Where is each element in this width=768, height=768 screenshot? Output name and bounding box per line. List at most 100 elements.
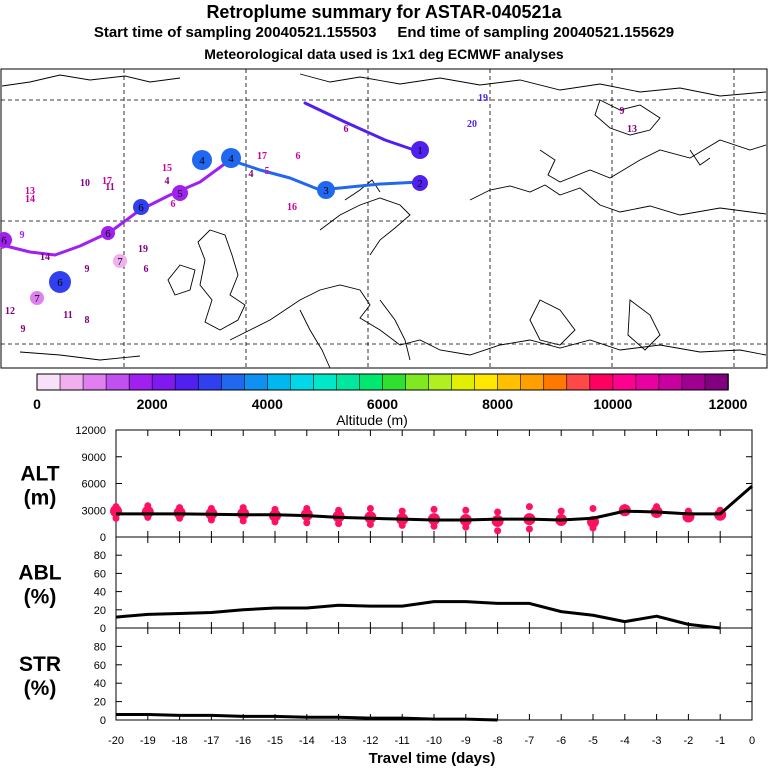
trajectory-marker-label: 6 xyxy=(57,277,63,289)
trajectory-marker xyxy=(49,271,71,293)
met-data-line: Meteorological data used is 1x1 deg ECMW… xyxy=(204,46,564,62)
cluster-point xyxy=(335,520,343,528)
colorbar-cell xyxy=(220,373,246,391)
y-tick-label: 0 xyxy=(100,715,106,727)
colorbar-cell xyxy=(313,373,338,391)
cluster-point xyxy=(271,518,279,526)
x-axis-title: Travel time (days) xyxy=(369,750,496,767)
cluster-point xyxy=(589,504,597,512)
cluster-label: 9 xyxy=(21,324,26,335)
colorbar-cell xyxy=(543,373,568,391)
x-tick-label: -4 xyxy=(620,735,630,747)
chart-title: Retroplume summary for ASTAR-040521a xyxy=(206,2,562,22)
cluster-point xyxy=(557,507,565,515)
trajectory-marker-label: 6 xyxy=(138,202,144,214)
x-tick-label: -14 xyxy=(299,735,315,747)
colorbar-cells xyxy=(36,373,729,391)
colorbar-cell xyxy=(382,373,407,391)
panel-ylabel: STR xyxy=(19,653,61,676)
x-tick-label: -3 xyxy=(652,735,662,747)
cluster-point xyxy=(398,521,406,529)
x-tick-label: -1 xyxy=(715,735,725,747)
y-tick-label: 20 xyxy=(94,697,106,709)
cluster-point xyxy=(430,505,438,513)
colorbar-tick-labels: 0 2000 4000 6000 8000 10000 12000 xyxy=(33,396,748,412)
cluster-label: 9 xyxy=(85,264,90,275)
colorbar-tick-label: 10000 xyxy=(593,396,632,412)
cluster-label: 4 xyxy=(165,176,170,187)
colorbar-cell xyxy=(174,373,200,391)
x-tick-label: -17 xyxy=(203,735,219,747)
y-tick-label: 3000 xyxy=(82,505,106,517)
x-tick-label: -9 xyxy=(461,735,471,747)
x-tick-label: -6 xyxy=(556,735,566,747)
y-tick-label: 20 xyxy=(94,605,106,617)
trajectory-marker-label: 4 xyxy=(199,155,205,167)
coastlines xyxy=(1,73,767,369)
trajectory-marker-label: 1 xyxy=(417,145,423,157)
x-tick-label: -15 xyxy=(267,735,283,747)
trajectory-marker xyxy=(30,291,44,305)
x-tick-label: -10 xyxy=(426,735,442,747)
cluster-label: 6 xyxy=(296,151,301,162)
x-tick-label: 0 xyxy=(749,735,755,747)
trajectory-marker-label: 6 xyxy=(1,235,7,247)
cluster-label: 14 xyxy=(25,194,35,205)
colorbar-cell xyxy=(151,373,177,391)
colorbar-frame xyxy=(36,373,729,391)
y-tick-label: 80 xyxy=(94,550,106,562)
colorbar-cell xyxy=(658,373,683,391)
cluster-label: 20 xyxy=(467,119,477,130)
cluster-label: 17 xyxy=(257,151,267,162)
trajectory-marker-label: 7 xyxy=(117,256,123,268)
colorbar-cell xyxy=(612,373,637,391)
cluster-label: 11 xyxy=(63,310,72,321)
sampling-time-line: Start time of sampling 20040521.155503 E… xyxy=(93,24,675,41)
colorbar-cell xyxy=(290,373,315,391)
cluster-point xyxy=(525,503,533,511)
cluster-point xyxy=(462,506,470,514)
trajectory-marker xyxy=(101,226,115,240)
y-tick-label: 9000 xyxy=(82,452,106,464)
trajectory-marker-label: 5 xyxy=(177,188,183,200)
cluster-point xyxy=(303,519,311,527)
trajectory-marker xyxy=(411,141,429,159)
cluster-point xyxy=(494,508,502,516)
colorbar-cell xyxy=(359,373,384,391)
panel-abl: 0 20 40 60 80 ABL(%) xyxy=(18,536,753,635)
cluster-point xyxy=(462,523,470,531)
x-tick-label: -8 xyxy=(493,735,503,747)
panel-ylabel: ABL xyxy=(18,562,61,585)
cluster-point xyxy=(112,514,120,522)
y-tick-label: 6000 xyxy=(82,479,106,491)
travel-time-axis: Travel time (days) -20 -19 -18 -17 -16 -15 -14… xyxy=(108,735,755,767)
panel-ylabel: ALT xyxy=(20,463,59,486)
trajectory-marker xyxy=(113,254,127,268)
series-line xyxy=(115,600,721,630)
colorbar-cell xyxy=(428,373,453,391)
cluster-label: 10 xyxy=(80,178,90,189)
trajectory-marker xyxy=(192,150,212,170)
cluster-label: 19 xyxy=(478,93,488,104)
trajectory-marker xyxy=(412,175,428,191)
y-tick-label: 0 xyxy=(100,532,106,544)
y-tick-label: 40 xyxy=(94,678,106,690)
cluster-label: 14 xyxy=(40,252,50,263)
x-tick-label: -18 xyxy=(172,735,188,747)
trajectory-marker xyxy=(221,148,241,168)
cluster-label: 11 xyxy=(105,182,114,193)
colorbar-cell xyxy=(105,373,130,391)
colorbar-cell xyxy=(589,373,614,391)
cluster-label: 6 xyxy=(344,124,349,135)
cluster-label: 13 xyxy=(25,186,35,197)
x-tick-label: -16 xyxy=(235,735,251,747)
colorbar-cell xyxy=(635,373,660,391)
panel-ylabel-unit: (%) xyxy=(24,586,57,609)
colorbar-title: Altitude (m) xyxy=(336,412,408,428)
colorbar-cell xyxy=(681,373,706,391)
series-line xyxy=(116,712,498,722)
colorbar-cell xyxy=(566,373,591,391)
